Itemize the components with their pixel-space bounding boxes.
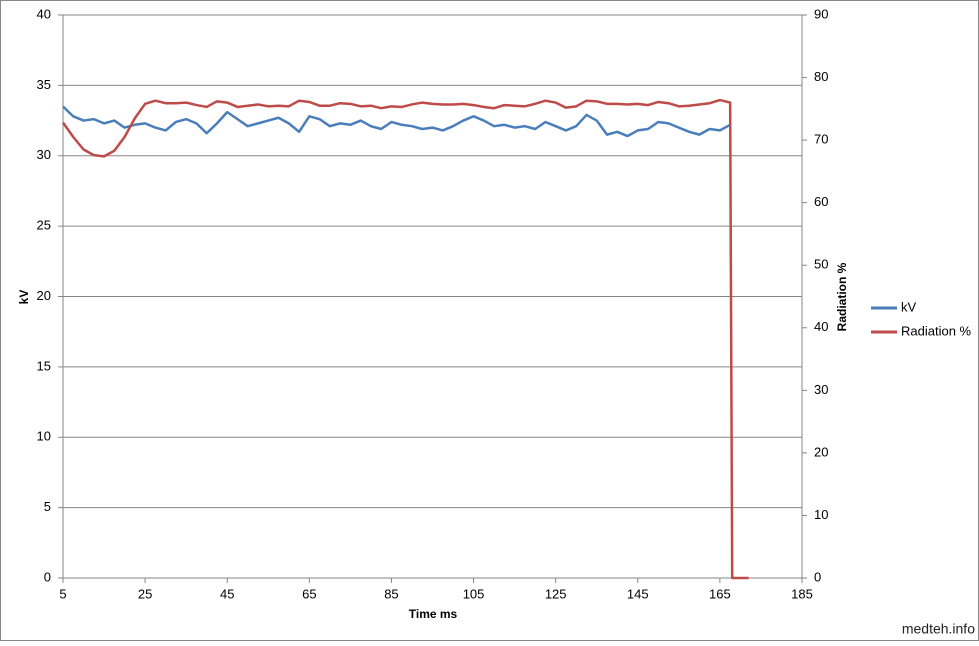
y2-tick-label: 50 (814, 257, 828, 272)
x-tick-label: 25 (138, 586, 152, 601)
y2-axis-title: Radiation % (835, 262, 849, 331)
x-tick-label: 145 (627, 586, 649, 601)
data-line (62, 105, 731, 138)
x-tick-label: 5 (59, 586, 66, 601)
x-tick-label: 165 (709, 586, 731, 601)
data-line (61, 98, 749, 580)
y-tick-label: 15 (37, 358, 51, 373)
y2-tick-label: 60 (814, 194, 828, 209)
y2-tick-label: 0 (814, 569, 821, 584)
y-tick-label: 25 (37, 218, 51, 233)
y-tick-label: 0 (44, 569, 51, 584)
y2-tick-label: 80 (814, 69, 828, 84)
y2-tick-label: 70 (814, 132, 828, 147)
y2-tick-label: 30 (814, 382, 828, 397)
x-tick-label: 45 (220, 586, 234, 601)
x-tick-label: 185 (791, 586, 813, 601)
y2-tick-label: 10 (814, 507, 828, 522)
y-tick-label: 10 (37, 429, 51, 444)
y-tick-label: 40 (37, 6, 51, 21)
y-tick-label: 35 (37, 77, 51, 92)
y-tick-label: 30 (37, 147, 51, 162)
y2-tick-label: 20 (814, 444, 828, 459)
x-tick-label: 85 (384, 586, 398, 601)
legend-label: Radiation % (901, 323, 972, 338)
y-axis-title: kV (17, 290, 31, 305)
y-tick-label: 20 (37, 288, 51, 303)
y-tick-label: 5 (44, 499, 51, 514)
x-tick-label: 105 (463, 586, 485, 601)
x-tick-label: 65 (302, 586, 316, 601)
legend-label: kV (901, 299, 917, 314)
x-axis-title: Time ms (409, 607, 458, 621)
y2-tick-label: 40 (814, 319, 828, 334)
y2-tick-label: 90 (814, 6, 828, 21)
x-tick-label: 125 (545, 586, 567, 601)
watermark: medteh.info (902, 621, 975, 637)
